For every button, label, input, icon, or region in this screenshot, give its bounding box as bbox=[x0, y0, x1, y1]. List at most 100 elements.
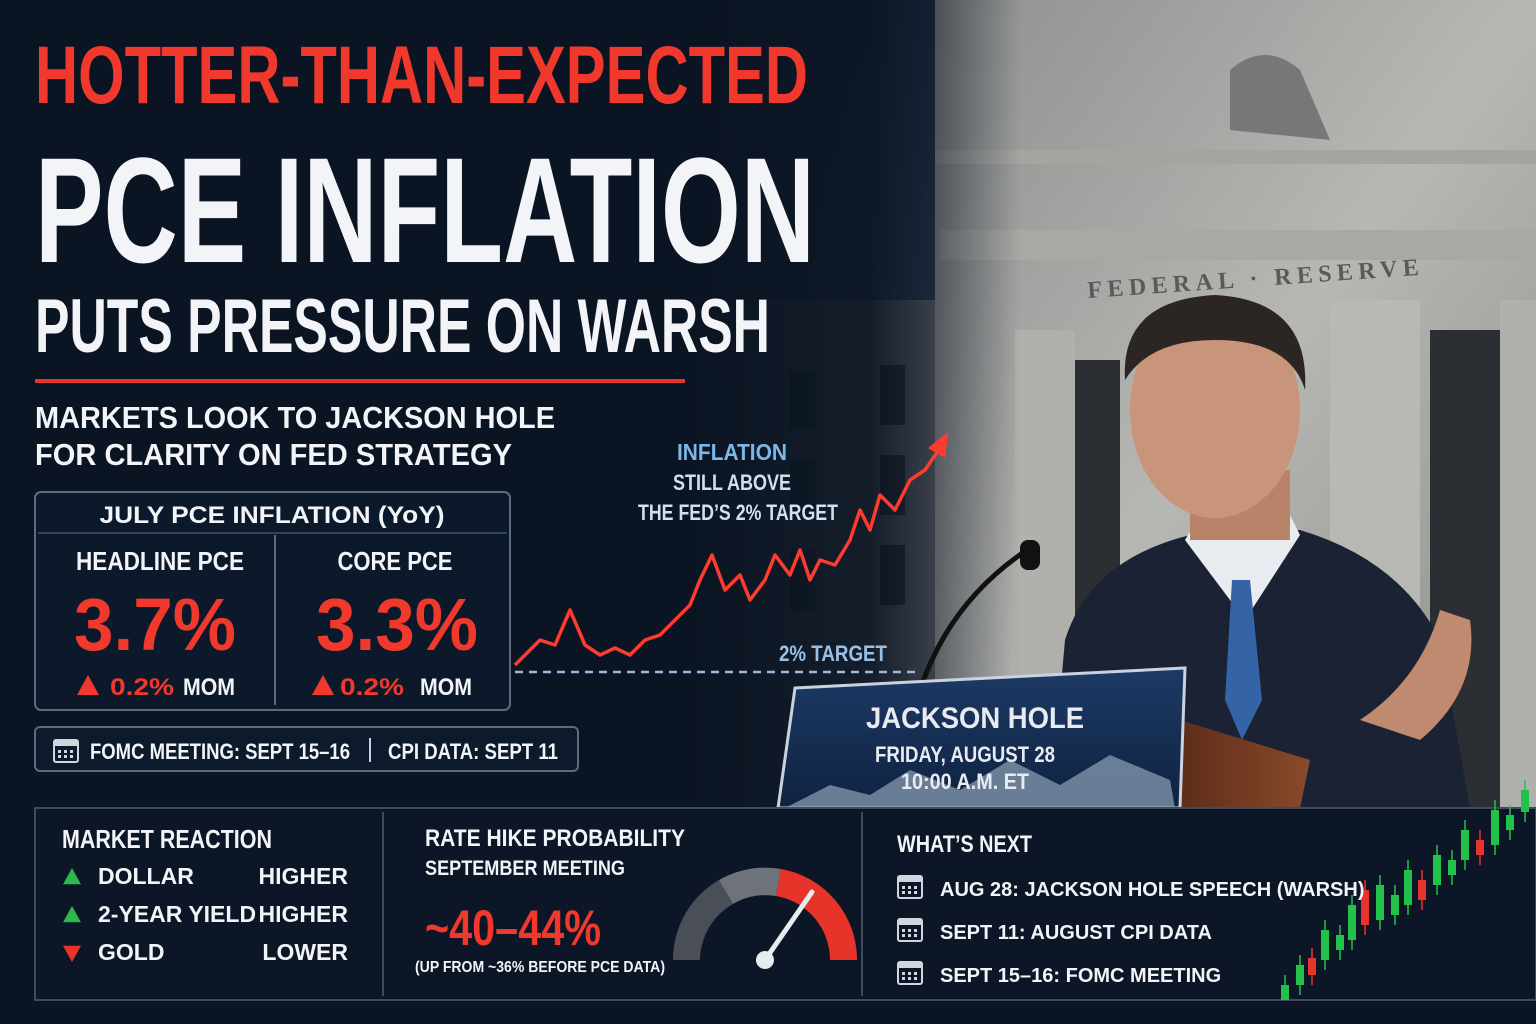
pce-box bbox=[34, 491, 511, 711]
annotation: THE FED’S 2% TARGET bbox=[638, 500, 838, 525]
sign-date: FRIDAY, AUGUST 28 bbox=[875, 742, 1055, 767]
calendar-cell bbox=[908, 891, 911, 894]
up-arrow bbox=[63, 868, 81, 885]
cornice bbox=[935, 150, 1536, 164]
calendar-icon bbox=[897, 875, 923, 899]
calendar-top bbox=[898, 919, 922, 925]
calendar-cell bbox=[908, 972, 911, 975]
candle-body bbox=[1348, 905, 1356, 940]
sign-mountains bbox=[785, 755, 1175, 808]
asset-move: HIGHER bbox=[259, 863, 349, 889]
calendar-cell bbox=[902, 972, 905, 975]
calendar-cell bbox=[70, 755, 73, 758]
calendar-cell bbox=[908, 934, 911, 937]
annotation: STILL ABOVE bbox=[673, 470, 791, 495]
metric-label: CORE PCE bbox=[338, 546, 453, 576]
target-label: 2% TARGET bbox=[779, 641, 887, 666]
candle-body bbox=[1461, 830, 1469, 860]
calendar-cell bbox=[64, 755, 67, 758]
next-item: AUG 28: JACKSON HOLE SPEECH (WARSH) bbox=[940, 879, 1365, 901]
candle-body bbox=[1448, 860, 1456, 875]
candle-body bbox=[1391, 895, 1399, 915]
calendar-icon bbox=[53, 739, 79, 763]
sign-time: 10:00 A.M. ET bbox=[901, 769, 1029, 794]
calendar-cell bbox=[908, 886, 911, 889]
subheadline: FOR CLARITY ON FED STRATEGY bbox=[35, 437, 512, 472]
next-item: SEPT 15–16: FOMC MEETING bbox=[940, 965, 1221, 987]
metric-unit: MOM bbox=[183, 674, 235, 701]
panel-title: MARKET REACTION bbox=[62, 824, 272, 854]
candle-body bbox=[1336, 935, 1344, 950]
calendar-top bbox=[898, 962, 922, 968]
calendar-cell bbox=[58, 755, 61, 758]
candle-body bbox=[1491, 810, 1499, 845]
date-item: FOMC MEETING: SEPT 15–16 bbox=[90, 739, 350, 764]
candle-body bbox=[1476, 840, 1484, 855]
candles bbox=[1281, 780, 1529, 1000]
date-item: CPI DATA: SEPT 11 bbox=[388, 739, 558, 764]
calendar-cell bbox=[902, 891, 905, 894]
headline: HOTTER-THAN-EXPECTED bbox=[35, 30, 808, 121]
calendar-cell bbox=[902, 977, 905, 980]
headline: PUTS PRESSURE ON WARSH bbox=[35, 284, 770, 369]
candle-body bbox=[1308, 958, 1316, 975]
candle-body bbox=[1376, 885, 1384, 920]
candle-body bbox=[1361, 890, 1369, 925]
candle-body bbox=[1521, 790, 1529, 812]
bottom-panel bbox=[34, 807, 1536, 1001]
calendar-cell bbox=[70, 750, 73, 753]
calendar-cell bbox=[914, 891, 917, 894]
panel-subtitle: SEPTEMBER MEETING bbox=[425, 857, 625, 880]
asset-move: LOWER bbox=[262, 939, 348, 965]
sign-title: JACKSON HOLE bbox=[866, 702, 1084, 735]
box-title: JULY PCE INFLATION (YoY) bbox=[100, 502, 445, 529]
panel-title: WHAT’S NEXT bbox=[897, 831, 1032, 858]
dates-bar bbox=[34, 726, 579, 772]
calendar-icon bbox=[897, 961, 923, 985]
calendar-cell bbox=[908, 929, 911, 932]
candle-body bbox=[1506, 815, 1514, 830]
arrow-head bbox=[928, 432, 948, 458]
calendar-cell bbox=[914, 977, 917, 980]
probability-value: ~40–44% bbox=[425, 900, 601, 956]
metric-value: 3.3% bbox=[316, 583, 478, 666]
calendar-cell bbox=[902, 929, 905, 932]
calendar-icon bbox=[897, 918, 923, 942]
inflation-line bbox=[513, 447, 942, 667]
calendar-cell bbox=[64, 750, 67, 753]
calendar-cell bbox=[914, 929, 917, 932]
calendar-cell bbox=[914, 886, 917, 889]
change-arrow bbox=[77, 675, 99, 695]
calendar-cell bbox=[58, 750, 61, 753]
metric-value: 3.7% bbox=[74, 583, 236, 666]
candle-body bbox=[1321, 930, 1329, 960]
photo-fade bbox=[690, 0, 1020, 808]
candle-body bbox=[1418, 880, 1426, 900]
calendar-top bbox=[54, 740, 78, 746]
asset-label: DOLLAR bbox=[98, 863, 194, 889]
change-arrow bbox=[312, 675, 334, 695]
metric-change: 0.2% bbox=[110, 674, 174, 701]
asset-label: GOLD bbox=[98, 939, 164, 965]
down-arrow bbox=[63, 945, 81, 962]
entablature bbox=[940, 230, 1536, 260]
metric-change: 0.2% bbox=[340, 674, 404, 701]
panel-title: RATE HIKE PROBABILITY bbox=[425, 825, 685, 852]
calendar-cell bbox=[914, 972, 917, 975]
gauge bbox=[672, 867, 858, 969]
podium bbox=[1170, 720, 1310, 808]
headline: PCE INFLATION bbox=[35, 126, 815, 294]
subheadline: MARKETS LOOK TO JACKSON HOLE bbox=[35, 400, 555, 435]
candle-body bbox=[1433, 855, 1441, 885]
calendar-cell bbox=[908, 977, 911, 980]
up-arrow bbox=[63, 906, 81, 923]
metric-label: HEADLINE PCE bbox=[76, 546, 244, 576]
eagle bbox=[1230, 55, 1330, 140]
photo bbox=[690, 0, 1536, 810]
probability-note: (UP FROM ~36% BEFORE PCE DATA) bbox=[415, 959, 665, 976]
candle-body bbox=[1296, 965, 1304, 985]
asset-label: 2-YEAR YIELD bbox=[98, 901, 256, 927]
metric-unit: MOM bbox=[420, 674, 472, 701]
